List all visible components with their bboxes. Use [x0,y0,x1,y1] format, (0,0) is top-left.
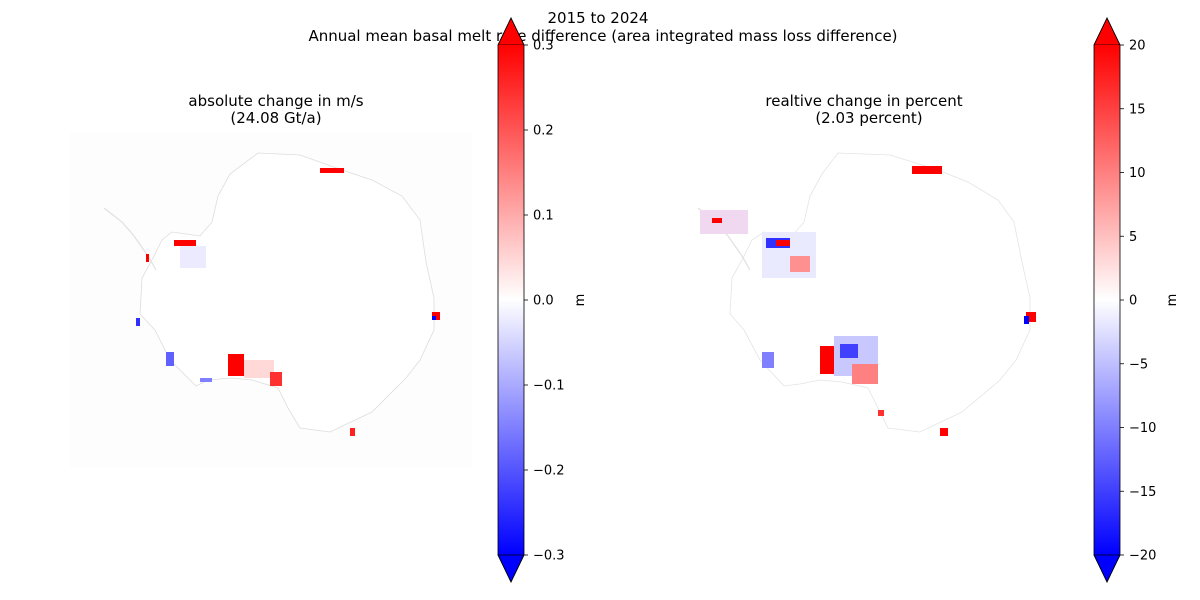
colorbar-tick-label: 5 [1129,230,1137,245]
panel1-anomaly-ross-edge [270,372,282,386]
panel2-anomaly-ross-blue [840,344,858,358]
panel-absolute: absolute change in m/s (24.08 Gt/a) [70,17,588,583]
panel2-colorbar: −20 −15 −10 −5 0 5 10 15 20 m [1093,17,1180,583]
panel1-anomaly-getz [200,378,212,382]
colorbar-tick-label: 15 [1129,102,1146,117]
panel1-anomaly-ross [228,354,244,376]
panel2-anomaly-ronne-red [776,240,790,246]
panel2-title-line-2: (2.03 percent) [815,109,922,127]
panel1-colorbar: −0.3 −0.2 −0.1 0.0 0.1 0.2 0.3 m [497,17,588,583]
panel2-anomaly-south-west [878,410,884,416]
colorbar-tick-label: 0.3 [533,39,554,54]
panel1-anomaly-east-blue [432,316,436,320]
panel1-anomaly-amery [320,168,344,173]
panel1-title-line-1: absolute change in m/s [188,92,363,110]
suptitle-line-1: 2015 to 2024 [548,9,649,27]
panel1-anomaly-south [350,428,355,436]
colorbar-tick-label: −15 [1129,485,1156,500]
suptitle-line-2: Annual mean basal melt rate difference (… [308,27,897,45]
panel1-title-line-2: (24.08 Gt/a) [230,109,321,127]
panel2-colorbar-label: m [1165,294,1180,307]
colorbar-tick-label: −20 [1129,549,1156,564]
panel2-continent [729,152,1031,433]
colorbar-tick-label: 20 [1129,39,1146,54]
panel1-anomaly-ronne-ext [180,246,206,268]
panel1-colorbar-label: m [573,294,588,307]
colorbar-tick-label: 0.0 [533,294,554,309]
panel1-anomalies [136,168,440,436]
panel2-colorbar-gradient [1094,45,1120,555]
panel1-anomaly-ase [166,352,174,366]
panel2-colorbar-extend-min [1093,554,1121,583]
colorbar-tick-label: 10 [1129,166,1146,181]
panel2-anomaly-peninsula [700,210,748,234]
panel2-anomaly-east [1026,312,1036,322]
panel1-anomaly-ronne [174,240,196,246]
panel1-anomaly-ross-ext [244,360,274,378]
colorbar-tick-label: −10 [1129,421,1156,436]
panel2-anomaly-east-blue [1024,316,1029,324]
panel2-anomaly-ase [762,352,774,368]
panel2-anomaly-peninsula-red [712,218,722,223]
panel1-peninsula [103,207,157,271]
panel1-colorbar-gradient [498,45,524,555]
panel2-anomaly-ross-red [852,364,878,384]
colorbar-tick-label: 0.2 [533,124,554,139]
colorbar-tick-label: −5 [1129,357,1148,372]
panel-relative: realtive change in percent (2.03 percent… [697,17,1180,583]
panel1-continent [139,152,435,433]
panel2-anomaly-south [940,428,948,436]
panel2-anomaly-ronne-edge [790,256,810,272]
panel2-title-line-1: realtive change in percent [765,92,962,110]
panel2-anomaly-amery [912,166,942,174]
colorbar-tick-label: −0.2 [533,464,565,479]
panel2-anomalies [700,166,1036,436]
panel1-anomaly-bell [136,318,140,326]
colorbar-tick-label: 0.1 [533,209,554,224]
panel2-anomaly-ross [820,346,834,374]
panel1-colorbar-extend-min [497,554,525,583]
panel2-colorbar-extend-max [1093,17,1121,46]
colorbar-tick-label: −0.1 [533,379,565,394]
panel1-anomaly-larsen [146,254,149,262]
colorbar-tick-label: 0 [1129,294,1137,309]
colorbar-tick-label: −0.3 [533,549,565,564]
